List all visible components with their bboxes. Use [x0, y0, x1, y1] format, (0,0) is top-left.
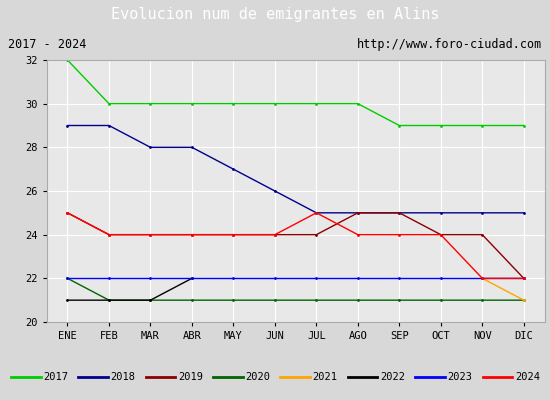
Text: 2017 - 2024: 2017 - 2024 [8, 38, 87, 51]
Text: http://www.foro-ciudad.com: http://www.foro-ciudad.com [356, 38, 542, 51]
Text: 2018: 2018 [111, 372, 136, 382]
Text: 2017: 2017 [43, 372, 68, 382]
Text: 2020: 2020 [245, 372, 271, 382]
Text: 2019: 2019 [178, 372, 203, 382]
Text: 2024: 2024 [515, 372, 540, 382]
Text: Evolucion num de emigrantes en Alins: Evolucion num de emigrantes en Alins [111, 8, 439, 22]
Text: 2021: 2021 [313, 372, 338, 382]
Text: 2022: 2022 [380, 372, 405, 382]
Text: 2023: 2023 [448, 372, 472, 382]
